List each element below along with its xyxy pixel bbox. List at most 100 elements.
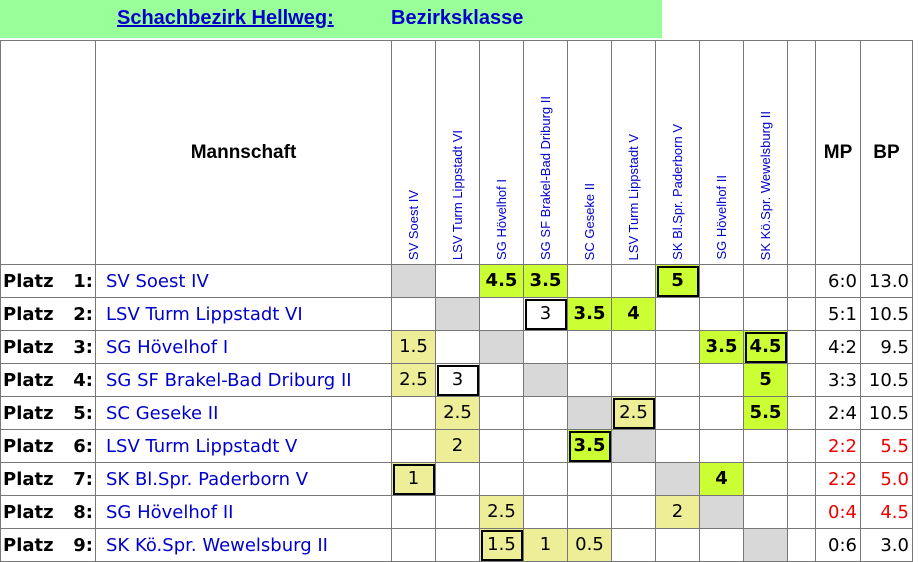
result-cell[interactable]: 1 [523,528,568,562]
result-cell[interactable]: 1.5 [479,528,524,562]
result-cell[interactable]: 3.5 [567,297,612,331]
result-cell[interactable]: 5 [655,264,700,298]
result-cell [523,462,568,496]
result-cell[interactable]: 4 [611,297,656,331]
result-value: 1.5 [487,534,516,555]
rank-label: Platz [3,270,54,292]
result-value: 3.5 [529,270,562,291]
result-cell[interactable]: 3.5 [699,330,744,364]
result-cell[interactable]: 0.5 [567,528,612,562]
result-cell [435,528,480,562]
opponent-column-header: SG Hövelhof II [699,40,744,265]
rank-cell: Platz 4: [0,363,96,397]
result-value: 3 [451,369,464,390]
result-value: 2.5 [399,369,428,390]
league-banner: Schachbezirk Hellweg: Bezirksklasse [0,0,662,38]
result-cell[interactable]: 5 [743,363,788,397]
rank-number: 5: [73,402,93,424]
team-name-link[interactable]: SG SF Brakel-Bad Driburg II [95,363,392,397]
result-value: 0.5 [575,534,604,555]
result-cell[interactable]: 5.5 [743,396,788,430]
table-row: Platz 4: SG SF Brakel-Bad Driburg II 2.5 3 5 3… [0,363,913,397]
spacer-cell [787,528,816,562]
result-value: 3.5 [705,336,738,357]
table-row: Platz 1: SV Soest IV 4.5 3.5 5 6:0 13.0 [0,264,913,298]
result-cell[interactable]: 4.5 [743,330,788,364]
rank-label: Platz [3,402,54,424]
spacer-cell [787,330,816,364]
result-value: 4.5 [485,270,518,291]
standings-table: Mannschaft SV Soest IV LSV Turm Lippstadt… [0,40,913,562]
result-cell [655,363,700,397]
rank-cell: Platz 3: [0,330,96,364]
result-cell [743,462,788,496]
result-cell[interactable]: 3 [435,363,480,397]
board-points: 5.0 [860,462,913,496]
opponent-column-header: LSV Turm Lippstadt VI [435,40,480,265]
result-cell [391,495,436,529]
result-cell[interactable]: 2.5 [435,396,480,430]
rank-label: Platz [3,303,54,325]
board-points: 5.5 [860,429,913,463]
match-points: 3:3 [815,363,861,397]
team-name-link[interactable]: LSV Turm Lippstadt VI [95,297,392,331]
result-cell [567,363,612,397]
result-cell[interactable]: 4 [699,462,744,496]
team-name-link[interactable]: SC Geseke II [95,396,392,430]
result-cell [479,297,524,331]
team-name-link[interactable]: SK Kö.Spr. Wewelsburg II [95,528,392,562]
rank-cell: Platz 8: [0,495,96,529]
result-cell [699,297,744,331]
team-name-link[interactable]: LSV Turm Lippstadt V [95,429,392,463]
rank-label: Platz [3,435,54,457]
result-value: 2 [671,501,684,522]
opponent-column-header: SK Kö.Spr. Wewelsburg II [743,40,788,265]
rank-cell: Platz 6: [0,429,96,463]
result-cell [479,396,524,430]
header-row: Mannschaft SV Soest IV LSV Turm Lippstadt… [0,40,913,265]
table-row: Platz 3: SG Hövelhof I 1.5 3.5 4.5 4:2 9.5 [0,330,913,364]
rank-cell: Platz 5: [0,396,96,430]
table-row: Platz 6: LSV Turm Lippstadt V 2 3.5 2:2 5.5 [0,429,913,463]
result-cell[interactable]: 1.5 [391,330,436,364]
match-points: 2:4 [815,396,861,430]
result-cell[interactable]: 2 [655,495,700,529]
table-row: Platz 9: SK Kö.Spr. Wewelsburg II 1.5 1 0.5 0:… [0,528,913,562]
result-value: 5 [759,369,772,390]
rank-label: Platz [3,534,54,556]
rank-number: 1: [73,270,93,292]
rank-number: 6: [73,435,93,457]
result-cell[interactable]: 4.5 [479,264,524,298]
result-cell [391,297,436,331]
result-cell [523,330,568,364]
table-row: Platz 8: SG Hövelhof II 2.5 2 0:4 4.5 [0,495,913,529]
self-match-cell [567,396,612,430]
league-name-link[interactable]: Schachbezirk Hellweg: [117,7,334,29]
table-row: Platz 5: SC Geseke II 2.5 2.5 5.5 2:4 10.5 [0,396,913,430]
self-match-cell [699,495,744,529]
result-cell [567,330,612,364]
spacer-cell [787,297,816,331]
result-cell[interactable]: 3.5 [523,264,568,298]
result-cell[interactable]: 3 [523,297,568,331]
team-name-link[interactable]: SG Hövelhof II [95,495,392,529]
result-cell [699,396,744,430]
spacer-cell [787,396,816,430]
result-cell[interactable]: 3.5 [567,429,612,463]
result-cell[interactable]: 2.5 [391,363,436,397]
opponent-column-label: SK Bl.Spr. Paderborn V [670,124,685,260]
opponent-column-label: LSV Turm Lippstadt VI [450,129,465,260]
result-cell[interactable]: 2 [435,429,480,463]
result-cell [743,264,788,298]
result-cell[interactable]: 2.5 [479,495,524,529]
spacer-cell [787,264,816,298]
team-name-link[interactable]: SG Hövelhof I [95,330,392,364]
self-match-cell [391,264,436,298]
result-cell[interactable]: 2.5 [611,396,656,430]
result-cell[interactable]: 1 [391,462,436,496]
board-points: 9.5 [860,330,913,364]
opponent-column-header: SG Hövelhof I [479,40,524,265]
team-name-link[interactable]: SK Bl.Spr. Paderborn V [95,462,392,496]
team-name-link[interactable]: SV Soest IV [95,264,392,298]
result-value: 2.5 [619,402,648,423]
